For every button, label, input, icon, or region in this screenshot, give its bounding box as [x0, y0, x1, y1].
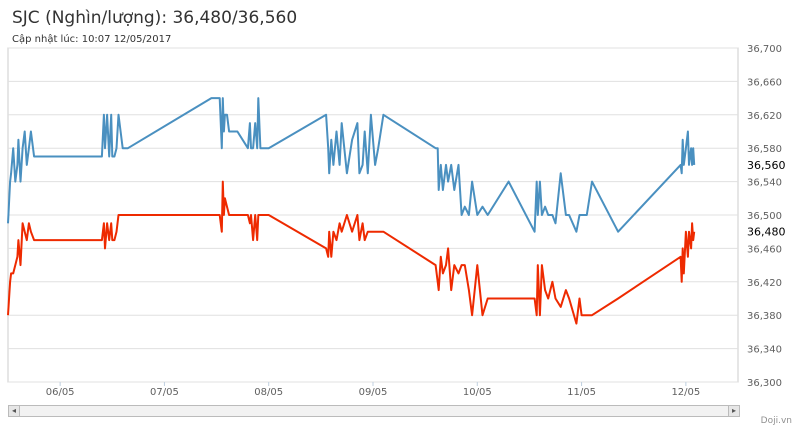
sell-price-line	[7, 97, 696, 233]
last-value-labels: 36,560 36,480	[747, 159, 786, 239]
y-tick-label: 36,580	[747, 144, 782, 155]
y-tick-label: 36,620	[747, 111, 782, 122]
update-timestamp: Cập nhật lúc: 10:07 12/05/2017	[12, 34, 172, 45]
x-tick-label: 09/05	[359, 387, 388, 398]
y-tick-label: 36,500	[747, 211, 782, 222]
chart-scrollbar[interactable]: ◂ ▸	[8, 405, 740, 417]
y-tick-label: 36,540	[747, 178, 782, 189]
y-axis-labels: 36,300 36,340 36,380 36,420 36,460 36,500 36,5…	[747, 44, 782, 389]
x-tick-label: 12/05	[671, 387, 700, 398]
x-tick-label: 07/05	[150, 387, 179, 398]
y-tick-label: 36,460	[747, 244, 782, 255]
y-tick-label: 36,660	[747, 77, 782, 88]
x-tick-label: 08/05	[254, 387, 283, 398]
y-tick-label: 36,700	[747, 44, 782, 55]
last-value-label: 36,480	[747, 226, 786, 239]
grid-lines	[7, 47, 739, 383]
buy-price-line	[7, 180, 696, 325]
last-value-label: 36,560	[747, 159, 786, 172]
x-tick-label: 10/05	[463, 387, 492, 398]
x-axis-labels: 06/05 07/05 08/05 09/05 10/05 11/05 12/05	[46, 382, 700, 398]
y-tick-label: 36,300	[747, 378, 782, 389]
y-tick-label: 36,420	[747, 278, 782, 289]
x-tick-label: 11/05	[567, 387, 596, 398]
x-tick-label: 06/05	[46, 387, 75, 398]
y-tick-label: 36,340	[747, 345, 782, 356]
series-lines	[7, 97, 696, 325]
chart-title: SJC (Nghìn/lượng): 36,480/36,560	[12, 8, 298, 28]
scroll-right-button[interactable]: ▸	[728, 405, 740, 417]
source-credit[interactable]: Doji.vn	[760, 416, 792, 426]
scroll-left-button[interactable]: ◂	[8, 405, 20, 417]
y-tick-label: 36,380	[747, 311, 782, 322]
